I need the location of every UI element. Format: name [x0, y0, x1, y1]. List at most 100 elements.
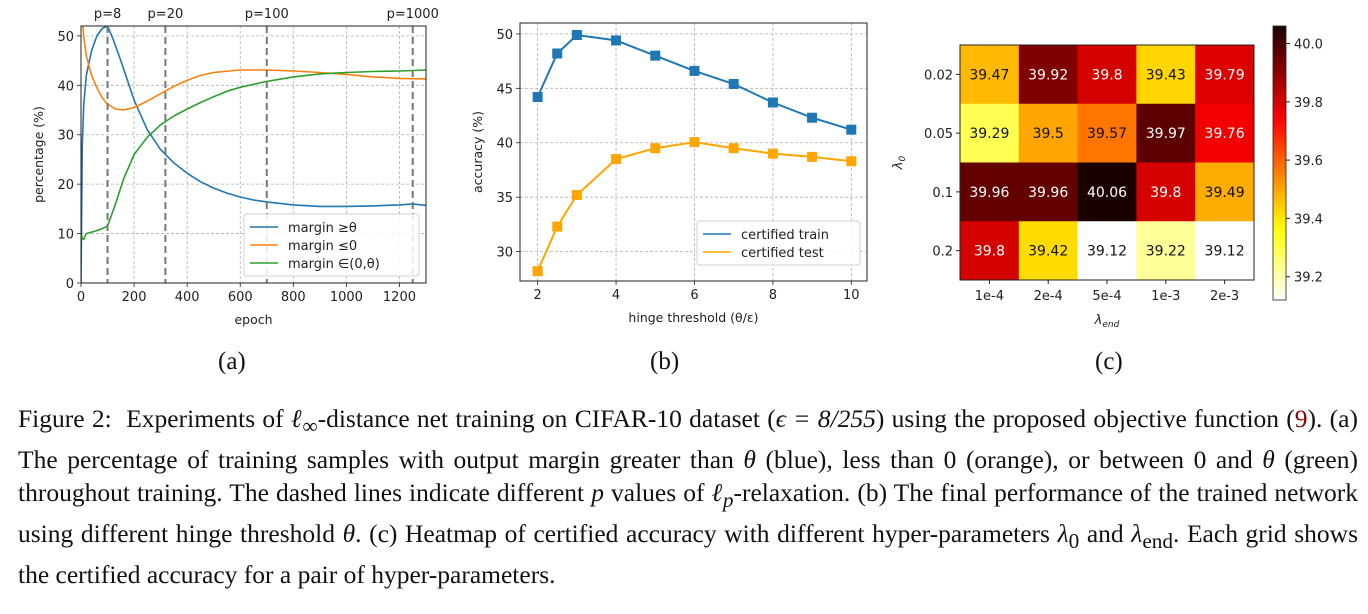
x-tick-label: 1e-4 [975, 289, 1004, 304]
caption-text: ) using the proposed objective function … [875, 404, 1295, 433]
caption-text: . Each grid shows the certified accuracy… [18, 519, 1358, 590]
heatmap-cell-label: 39.8 [1150, 185, 1181, 201]
x-tick-label: 5e-4 [1092, 289, 1121, 304]
caption-text: (blue), less than 0 (orange), or between… [755, 445, 1263, 475]
y-tick-label: 0.05 [924, 127, 953, 142]
y-tick-label: 30 [496, 246, 513, 261]
p-value-label: p=20 [148, 7, 184, 22]
caption-text: ). (a) The percentage of training sample… [18, 404, 1358, 475]
data-point-marker [571, 29, 582, 40]
heatmap-cell [1018, 103, 1079, 163]
caption-math: ϵ = 8/255 [775, 404, 876, 433]
caption-text: -distance net training on CIFAR-10 datas… [317, 404, 776, 433]
heatmap-cell-label: 39.8 [974, 244, 1005, 260]
p-value-label: p=100 [245, 7, 289, 22]
caption-math: λ [1131, 519, 1143, 549]
p-value-label: p=1000 [387, 7, 439, 22]
heatmap-cell-label: 39.8 [1091, 67, 1122, 83]
heatmap-cell-label: 40.06 [1087, 185, 1127, 201]
caption-text: Experiments of [126, 404, 291, 433]
x-tick-label: 200 [122, 290, 147, 305]
heatmap-cell [1136, 221, 1196, 281]
y-tick-label: 0.02 [924, 68, 953, 83]
data-point-marker [728, 78, 739, 89]
x-tick-label: 1e-3 [1151, 289, 1180, 304]
series-line [536, 33, 852, 131]
y-tick-label: 0 [66, 277, 74, 292]
colorbar-tick-label: 39.8 [1294, 96, 1323, 111]
equation-reference-link[interactable]: 9 [1294, 404, 1308, 433]
data-point-marker [650, 143, 661, 154]
heatmap-cell [1077, 45, 1137, 105]
y-tick-label: 40 [57, 79, 74, 94]
heatmap-cell [1195, 162, 1255, 222]
y-tick-label: 0.2 [932, 245, 953, 260]
caption-math: ℓ [290, 404, 303, 433]
heatmap-cell-label: 39.57 [1087, 126, 1127, 142]
colorbar-tick-label: 40.0 [1294, 37, 1323, 52]
heatmap-cell [1136, 45, 1196, 105]
heatmap-cell [1195, 103, 1255, 163]
heatmap-cell-label: 39.97 [1146, 126, 1186, 142]
heatmap-cell-label: 39.12 [1087, 244, 1127, 260]
plot-a-margin-percentage: p=8 p=20 p=100 p=1000 0 200 400 600 800 1000 1200 0… [31, 7, 439, 327]
data-point-marker [611, 35, 622, 46]
caption-math: θ [342, 519, 356, 549]
y-tick-label: 20 [57, 178, 74, 193]
x-tick-label: 4 [612, 288, 620, 303]
x-tick-label: 600 [228, 290, 253, 305]
y-tick-label: 45 [496, 82, 513, 97]
y-axis-label: percentage (%) [31, 106, 46, 203]
y-axis-label: λ0 [891, 156, 908, 171]
y-tick-label: 35 [496, 191, 513, 206]
data-point-marker [689, 137, 700, 148]
caption-math: p [722, 488, 734, 513]
x-tick-label: 400 [175, 290, 200, 305]
legend-label: margin ≥θ [288, 221, 357, 236]
x-tick-label: 6 [690, 288, 698, 303]
colorbar [1272, 25, 1287, 301]
caption-text: values of [603, 478, 712, 508]
heatmap-cell [1195, 221, 1255, 281]
caption-text: (green) throughout training. The dashed … [18, 445, 1358, 508]
figure-caption: Figure 2: Experiments of ℓ∞-distance net… [18, 402, 1358, 591]
x-axis-label: epoch [234, 312, 272, 327]
heatmap-cell-label: 39.29 [969, 126, 1009, 142]
data-point-marker [532, 92, 543, 103]
heatmap-cell [1077, 103, 1137, 163]
heatmap-cell-label: 39.49 [1205, 185, 1245, 201]
legend-label: certified train [741, 228, 829, 243]
axes-frame [80, 25, 427, 284]
heatmap-cell [1018, 162, 1079, 222]
heatmap-cell-label: 39.47 [969, 67, 1009, 83]
heatmap-cell [960, 103, 1020, 163]
heatmap-cell [960, 162, 1020, 222]
heatmap-cell [1077, 221, 1137, 281]
data-point-marker [846, 124, 857, 135]
heatmap-cell-label: 39.96 [1028, 185, 1068, 201]
plot-b-accuracy: 2 4 6 8 10 30 35 40 45 50 hinge threshold (θ/ε) acc… [470, 22, 868, 325]
caption-math: 0 [1068, 529, 1080, 554]
caption-text: -relaxation. (b) The final performance o… [18, 478, 1358, 549]
heatmap-cell [1077, 162, 1137, 222]
data-point-marker [532, 266, 543, 277]
colorbar-tick-label: 39.2 [1294, 271, 1323, 286]
figure-label: Figure 2: [18, 404, 112, 433]
x-tick-label: 2e-4 [1034, 289, 1063, 304]
y-tick-label: 50 [57, 30, 74, 45]
y-axis-label: accuracy (%) [470, 111, 485, 193]
subfigure-label-c: (c) [1095, 348, 1123, 375]
data-point-marker [689, 65, 700, 76]
colorbar-tick-label: 39.4 [1294, 212, 1323, 227]
y-tick-label: 30 [57, 129, 74, 144]
legend-box [243, 213, 420, 277]
heatmap-cell-label: 39.12 [1205, 244, 1245, 260]
y-tick-label: 40 [496, 137, 513, 152]
p-value-label: p=8 [94, 7, 121, 22]
series-line [81, 69, 426, 241]
heatmap-cell [1136, 103, 1196, 163]
data-point-marker [650, 50, 661, 61]
data-point-marker [807, 112, 818, 123]
heatmap-cell-label: 39.76 [1205, 126, 1245, 142]
